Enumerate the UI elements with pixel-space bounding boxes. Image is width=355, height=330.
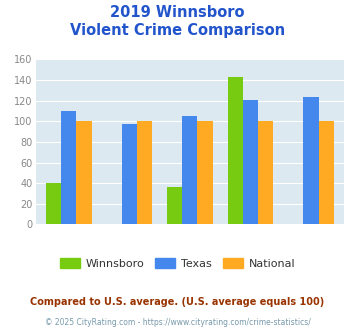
Text: Violent Crime Comparison: Violent Crime Comparison: [70, 23, 285, 38]
Legend: Winnsboro, Texas, National: Winnsboro, Texas, National: [55, 254, 300, 273]
Bar: [46, 183, 61, 224]
Bar: [304, 96, 319, 224]
Bar: [243, 100, 258, 224]
Bar: [122, 124, 137, 224]
Bar: [228, 77, 243, 224]
Bar: [61, 111, 76, 224]
Text: © 2025 CityRating.com - https://www.cityrating.com/crime-statistics/: © 2025 CityRating.com - https://www.city…: [45, 318, 310, 327]
Text: Compared to U.S. average. (U.S. average equals 100): Compared to U.S. average. (U.S. average …: [31, 297, 324, 307]
Bar: [167, 187, 182, 224]
Bar: [137, 121, 152, 224]
Text: 2019 Winnsboro: 2019 Winnsboro: [110, 5, 245, 20]
Bar: [182, 116, 197, 224]
Bar: [319, 121, 334, 224]
Bar: [197, 121, 213, 224]
Bar: [258, 121, 273, 224]
Bar: [76, 121, 92, 224]
